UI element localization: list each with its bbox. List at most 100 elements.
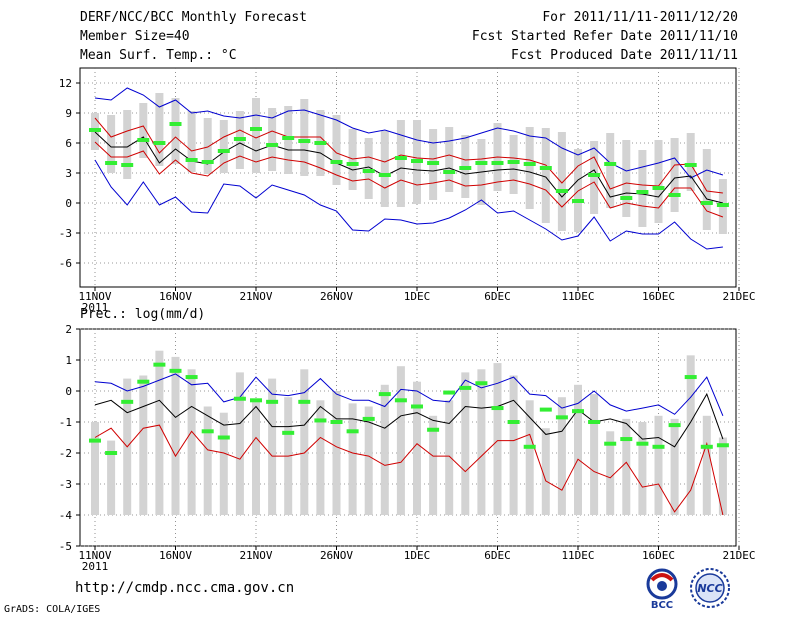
prec-obs-marker xyxy=(169,368,182,373)
temp-spread-box xyxy=(622,140,631,217)
member-size: Member Size=40 xyxy=(80,29,190,44)
temp-y-tick-label: -6 xyxy=(59,257,72,270)
prec-obs-marker xyxy=(700,444,713,449)
temp-obs-marker xyxy=(539,166,552,170)
prec-y-tick-label: -2 xyxy=(59,447,72,460)
temp-x-tick-label: 26NOV xyxy=(320,290,353,303)
temp-obs-marker xyxy=(105,161,118,165)
temp-x-tick-label: 11NOV xyxy=(78,290,111,303)
prec-panel: 2 1 0 -1 -2 -3 -4 -5 11NOV 16NOV 21NOV 26NOV 1DEC 6DE… xyxy=(59,307,756,573)
prec-panel-title: Prec.: log(mm/d) xyxy=(80,307,205,322)
prec-obs-marker xyxy=(137,379,150,384)
prec-obs-marker xyxy=(427,427,440,432)
temp-obs-marker xyxy=(427,161,440,165)
temp-x-tick-label: 6DEC xyxy=(484,290,511,303)
prec-obs-marker xyxy=(346,429,359,434)
temp-obs-marker xyxy=(588,173,601,177)
temp-obs-marker xyxy=(411,159,423,163)
prec-obs-marker xyxy=(233,396,246,401)
prec-y-tick-label: 0 xyxy=(65,385,72,398)
prec-y-tick-label: -5 xyxy=(59,540,72,553)
prec-y-tick-label: 2 xyxy=(65,323,72,336)
prec-spread-box xyxy=(300,369,309,515)
prec-obs-marker xyxy=(89,438,101,443)
prec-mean-line xyxy=(94,392,724,448)
temp-spread-box xyxy=(702,149,711,230)
temp-obs-marker xyxy=(443,170,456,174)
prec-obs-marker xyxy=(201,429,214,434)
temp-obs-marker xyxy=(620,196,633,200)
temp-spread-box xyxy=(541,128,550,223)
prec-obs-marker xyxy=(298,399,311,404)
temp-obs-marker xyxy=(378,173,391,177)
temp-obs-marker xyxy=(282,136,295,140)
temp-obs-marker xyxy=(668,193,681,197)
prec-x-tick-label: 16DEC xyxy=(642,549,675,562)
temp-obs-marker xyxy=(652,186,665,190)
temp-spread-box xyxy=(123,110,132,179)
prec-obs-marker xyxy=(121,399,134,404)
temp-obs-marker xyxy=(137,138,150,142)
temp-obs-marker xyxy=(362,169,375,173)
temp-y-tick-label: -3 xyxy=(59,227,72,240)
prec-obs-marker xyxy=(314,418,327,423)
temp-obs-marker xyxy=(298,139,311,143)
temp-obs-marker xyxy=(555,189,568,193)
temp-spread-box xyxy=(268,108,277,171)
prec-obs-marker xyxy=(378,392,391,397)
prec-spread-box xyxy=(316,400,325,515)
prec-spread-box xyxy=(139,375,148,515)
prec-x-tick-label: 6DEC xyxy=(484,549,511,562)
prec-obs-marker xyxy=(250,398,262,403)
temp-spread-box xyxy=(557,132,566,231)
temp-spread-box xyxy=(509,135,518,194)
prec-obs-marker xyxy=(652,444,665,449)
prec-obs-marker xyxy=(217,435,230,440)
temp-spread-box xyxy=(396,120,405,207)
temp-y-tick-label: 6 xyxy=(65,137,72,150)
prec-spread-box xyxy=(380,384,389,515)
temp-obs-marker xyxy=(153,141,166,145)
prec-spread-box xyxy=(477,369,486,515)
prec-spread-box xyxy=(606,431,615,515)
temp-x-year-label: 2011 xyxy=(82,301,109,314)
temp-obs-marker xyxy=(475,161,488,165)
prec-spread-box xyxy=(638,422,647,515)
prec-spread-box xyxy=(268,378,277,515)
temp-max-line xyxy=(94,87,724,179)
temp-y-tick-label: 3 xyxy=(65,167,72,180)
temp-upper-line xyxy=(94,117,723,194)
temp-obs-marker xyxy=(394,156,407,160)
temp-obs-marker xyxy=(459,166,472,170)
prec-obs-marker xyxy=(266,399,279,404)
temp-y-tick-label: 9 xyxy=(65,107,72,120)
prec-x-tick-label: 11NOV xyxy=(78,549,111,562)
temp-spread-box xyxy=(219,120,228,173)
temp-spread-box xyxy=(364,138,373,199)
temp-x-tick-label: 16DEC xyxy=(642,290,675,303)
temp-lower-line xyxy=(94,141,724,218)
temp-spread-box xyxy=(670,138,679,212)
prec-spread-box xyxy=(219,412,228,515)
prec-spread-box xyxy=(396,366,405,515)
temp-frame xyxy=(79,67,737,288)
temp-x-tick-label: 11DEC xyxy=(561,290,594,303)
footer-url[interactable]: http://cmdp.ncc.cma.gov.cn xyxy=(75,580,295,596)
temp-obs-marker xyxy=(604,162,617,166)
prec-y-tick-label: -3 xyxy=(59,478,72,491)
prec-spread-box xyxy=(171,356,180,515)
temp-obs-marker xyxy=(572,199,584,203)
prec-spread-box xyxy=(461,372,470,515)
prec-obs-marker xyxy=(604,441,617,446)
prec-spread-box xyxy=(541,428,550,515)
prec-obs-marker xyxy=(362,416,375,421)
temp-spread-box xyxy=(590,141,599,214)
temp-spread-box xyxy=(654,140,663,223)
prec-obs-marker xyxy=(459,385,472,390)
prec-spread-box xyxy=(557,397,566,515)
temp-obs-marker xyxy=(314,141,327,145)
temp-spread-box xyxy=(203,118,212,174)
prec-spread-box xyxy=(574,384,582,515)
prec-spread-box xyxy=(622,418,631,515)
